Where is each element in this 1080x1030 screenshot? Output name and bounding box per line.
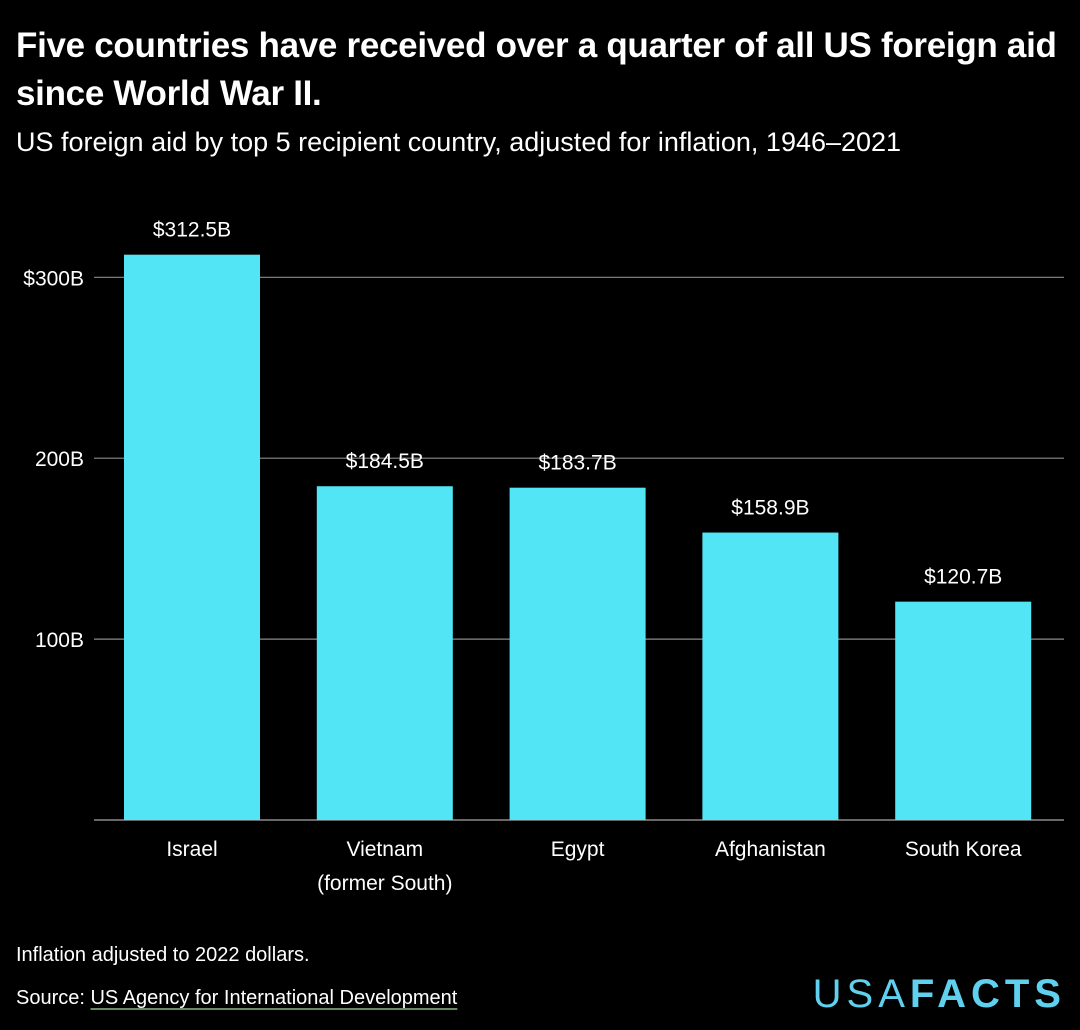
bar-value-label: $158.9B bbox=[731, 497, 809, 520]
x-category-label: Afghanistan bbox=[715, 838, 826, 861]
x-category-label: Israel bbox=[166, 838, 217, 861]
bar-value-label: $312.5B bbox=[153, 219, 231, 242]
x-category-label: (former South) bbox=[317, 872, 452, 895]
inflation-note: Inflation adjusted to 2022 dollars. bbox=[16, 944, 310, 966]
usafacts-logo: USAFACTS bbox=[813, 968, 1066, 1020]
logo-usa: USA bbox=[812, 972, 910, 1016]
chart-title: Five countries have received over a quar… bbox=[16, 26, 1057, 113]
bar bbox=[895, 601, 1032, 820]
bar bbox=[316, 486, 453, 820]
bar bbox=[702, 532, 839, 820]
bar bbox=[509, 487, 646, 820]
bar-value-label: $184.5B bbox=[346, 450, 424, 473]
y-tick-label: $300B bbox=[23, 267, 84, 290]
source-line: Source: US Agency for International Deve… bbox=[16, 983, 457, 1013]
y-tick-label: 100B bbox=[35, 629, 84, 652]
x-category-label: Egypt bbox=[551, 838, 605, 861]
source-link[interactable]: US Agency for International Development bbox=[90, 987, 458, 1009]
bar-value-label: $120.7B bbox=[924, 566, 1002, 589]
x-category-label: Vietnam bbox=[346, 838, 423, 861]
y-tick-label: 200B bbox=[35, 448, 84, 471]
source-label: Source: bbox=[16, 987, 91, 1009]
bar-chart: 100B 200B $300B $312.5B Israel $184.5B Vietnam… bbox=[23, 219, 1064, 895]
bar-value-label: $183.7B bbox=[538, 452, 616, 475]
bar bbox=[124, 254, 260, 820]
x-category-label: South Korea bbox=[905, 838, 1022, 861]
logo-facts: FACTS bbox=[909, 972, 1066, 1016]
chart-subtitle: US foreign aid by top 5 recipient countr… bbox=[16, 127, 902, 157]
